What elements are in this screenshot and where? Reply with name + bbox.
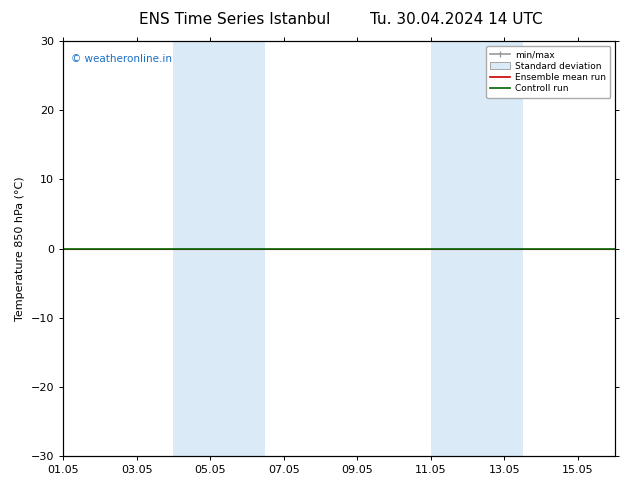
Text: ENS Time Series Istanbul: ENS Time Series Istanbul — [139, 12, 330, 27]
Bar — [468, 41, 523, 456]
Bar — [431, 41, 468, 456]
Text: © weatheronline.in: © weatheronline.in — [72, 54, 172, 64]
Y-axis label: Temperature 850 hPa (°C): Temperature 850 hPa (°C) — [15, 176, 25, 321]
Bar — [174, 41, 210, 456]
Legend: min/max, Standard deviation, Ensemble mean run, Controll run: min/max, Standard deviation, Ensemble me… — [486, 46, 611, 98]
Text: Tu. 30.04.2024 14 UTC: Tu. 30.04.2024 14 UTC — [370, 12, 543, 27]
Bar — [210, 41, 266, 456]
